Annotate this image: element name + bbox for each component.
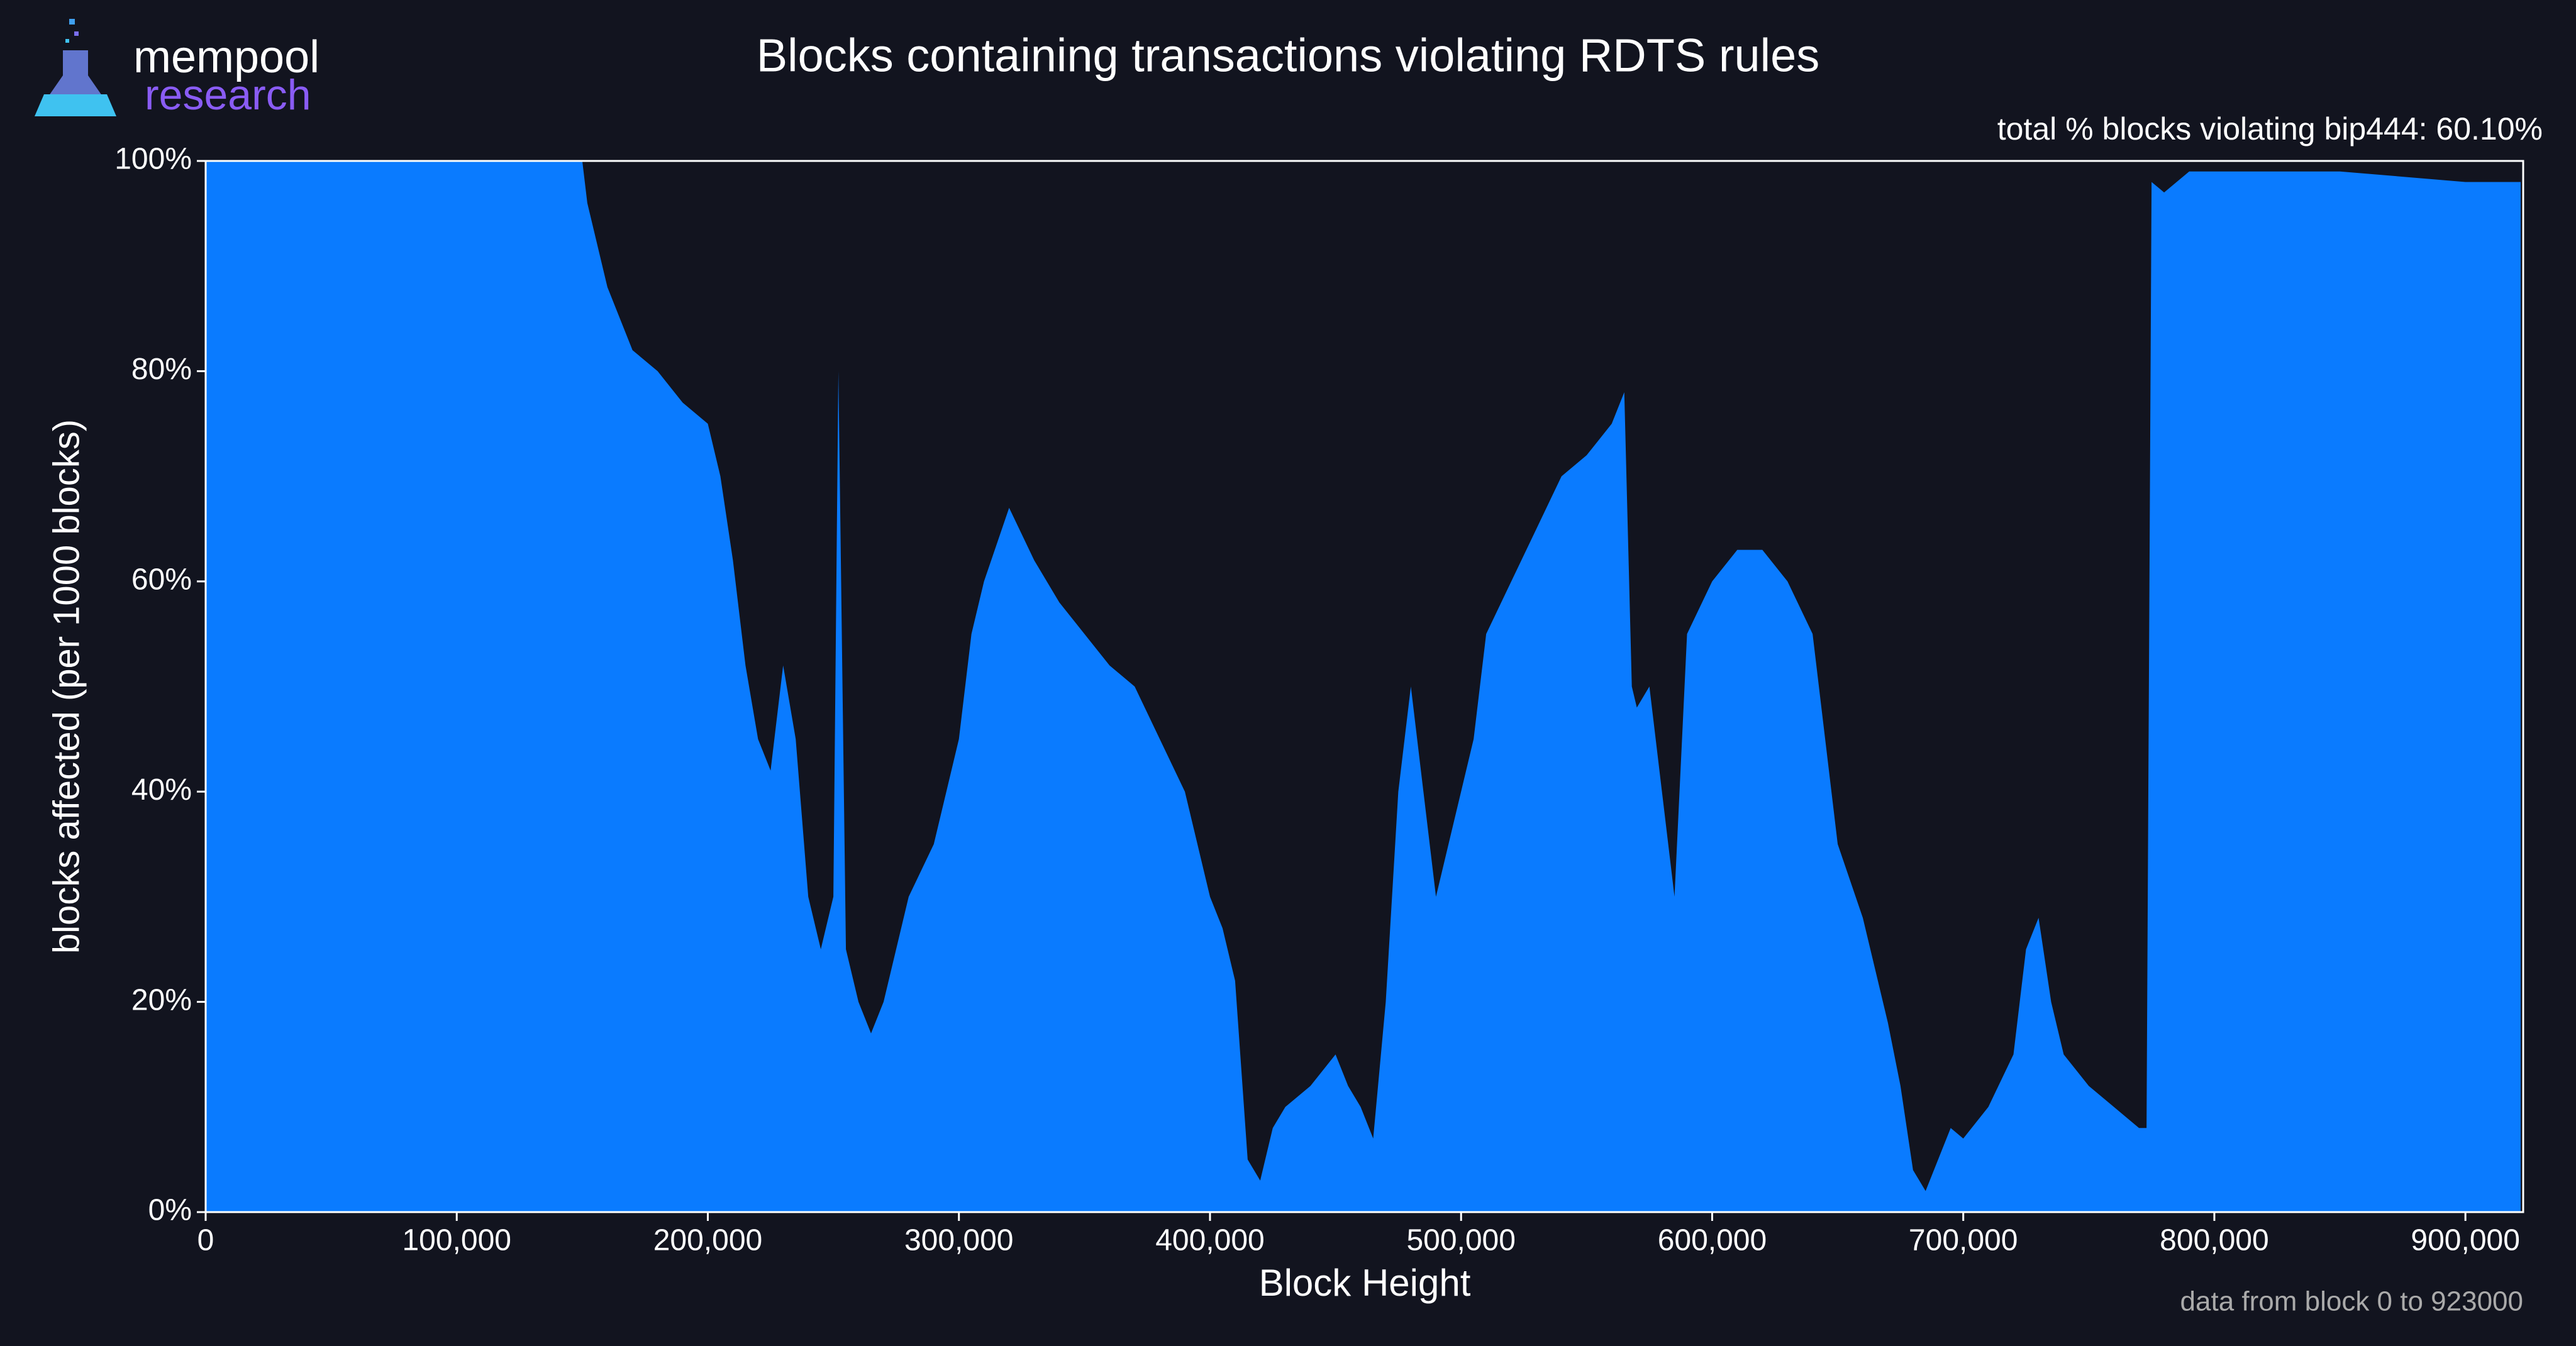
chart-title: Blocks containing transactions violating… <box>757 30 1819 82</box>
x-tick-label: 100,000 <box>402 1224 511 1257</box>
x-axis-label: Block Height <box>1259 1262 1471 1304</box>
brand-name: mempool <box>133 32 319 82</box>
x-tick-label: 500,000 <box>1406 1224 1516 1257</box>
x-tick-label: 900,000 <box>2411 1224 2520 1257</box>
y-tick-label: 100% <box>114 143 192 176</box>
y-tick-label: 20% <box>131 983 192 1017</box>
x-tick-label: 400,000 <box>1155 1224 1265 1257</box>
annotation: total % blocks violating bip444: 60.10% <box>1997 111 2543 146</box>
plot-frame <box>204 160 2524 1213</box>
y-axis-label: blocks affected (per 1000 blocks) <box>46 419 87 954</box>
logo-icon <box>35 19 116 116</box>
x-tick-label: 0 <box>197 1224 214 1257</box>
x-tick-label: 300,000 <box>904 1224 1014 1257</box>
x-tick-label: 200,000 <box>653 1224 763 1257</box>
x-tick-label: 600,000 <box>1658 1224 1767 1257</box>
brand-sub: research <box>145 71 311 119</box>
x-tick-label: 700,000 <box>1909 1224 2018 1257</box>
y-tick-label: 0% <box>148 1194 192 1227</box>
y-tick-label: 80% <box>131 353 192 386</box>
y-tick-label: 60% <box>131 563 192 596</box>
area <box>206 161 2521 1212</box>
y-tick-label: 40% <box>131 773 192 807</box>
note: data from block 0 to 923000 <box>2180 1286 2523 1317</box>
x-tick-label: 800,000 <box>2160 1224 2269 1257</box>
